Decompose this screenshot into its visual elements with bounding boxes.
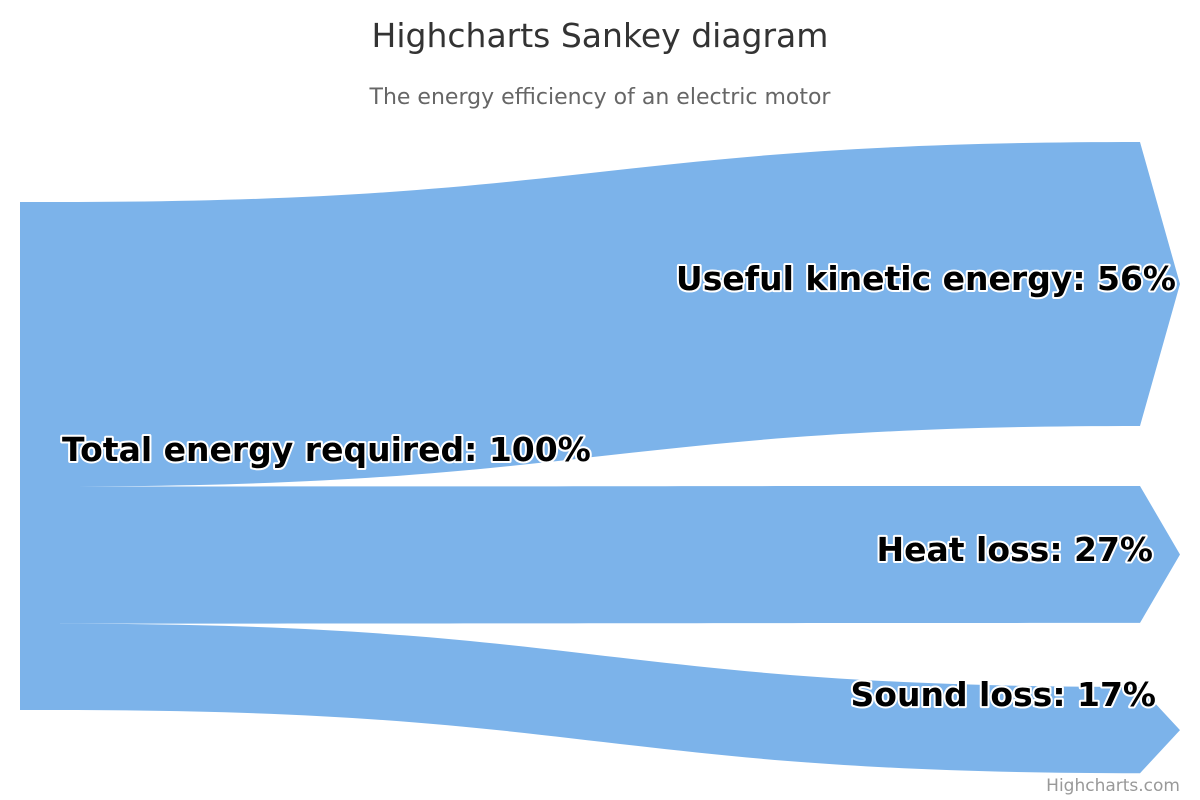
labels-group: Useful kinetic energy: 56% Heat loss: 27%… xyxy=(60,257,1178,716)
label-sound: Sound loss: 17% xyxy=(851,675,1156,714)
label-heat: Heat loss: 27% xyxy=(877,530,1153,569)
chart-subtitle: The energy efficiency of an electric mot… xyxy=(369,85,832,110)
link-sound[interactable] xyxy=(60,623,1180,774)
credits-link[interactable]: Highcharts.com xyxy=(1046,776,1180,796)
label-total: Total energy required: 100% xyxy=(62,430,591,469)
link-kinetic[interactable] xyxy=(60,142,1180,487)
label-kinetic: Useful kinetic energy: 56% xyxy=(676,259,1176,298)
node-total[interactable] xyxy=(20,202,60,710)
links-group xyxy=(20,142,1180,774)
link-heat[interactable] xyxy=(60,486,1180,624)
chart-title: Highcharts Sankey diagram xyxy=(372,16,829,55)
